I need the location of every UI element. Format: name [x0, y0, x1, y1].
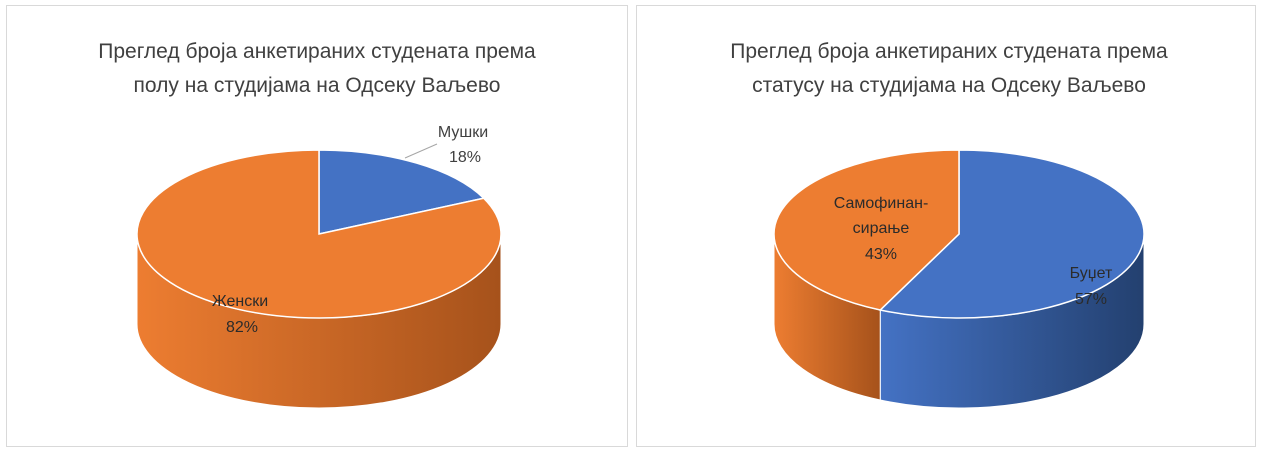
chart-title-line-1: Преглед броја анкетираних студената прем… [730, 40, 1168, 63]
data-label-budget: Буџет [1070, 265, 1113, 282]
data-label-selffinanced-line-1: Самофинан- [834, 195, 929, 212]
pie-chart-gender: Преглед броја анкетираних студената прем… [98, 40, 536, 409]
data-label-male-percent: 18% [449, 149, 481, 166]
chart-panel-status: Преглед броја анкетираних студената прем… [636, 5, 1256, 447]
data-label-male: Мушки [438, 124, 488, 141]
pie-chart-status: Преглед броја анкетираних студената прем… [730, 40, 1168, 409]
pie-slice-0 [318, 149, 486, 235]
data-label-budget-percent: 57% [1075, 291, 1107, 308]
data-label-female-percent: 82% [226, 319, 258, 336]
pie-slice-1 [136, 149, 502, 319]
chart-title-line-2: статусу на студијама на Одсеку Ваљево [752, 74, 1146, 97]
chart-panel-gender: Преглед броја анкетираних студената прем… [6, 5, 628, 447]
data-label-selffinanced-percent: 43% [865, 246, 897, 263]
data-label-selffinanced-line-2: сирање [853, 220, 910, 237]
pie-slice-0 [878, 149, 1145, 319]
chart-title-line-2: полу на студијама на Одсеку Ваљево [134, 74, 501, 97]
chart-title-line-1: Преглед броја анкетираних студената прем… [98, 40, 536, 63]
leader-line-male [404, 143, 438, 159]
pie-slice-1 [773, 149, 960, 311]
data-label-female: Женски [212, 293, 268, 310]
